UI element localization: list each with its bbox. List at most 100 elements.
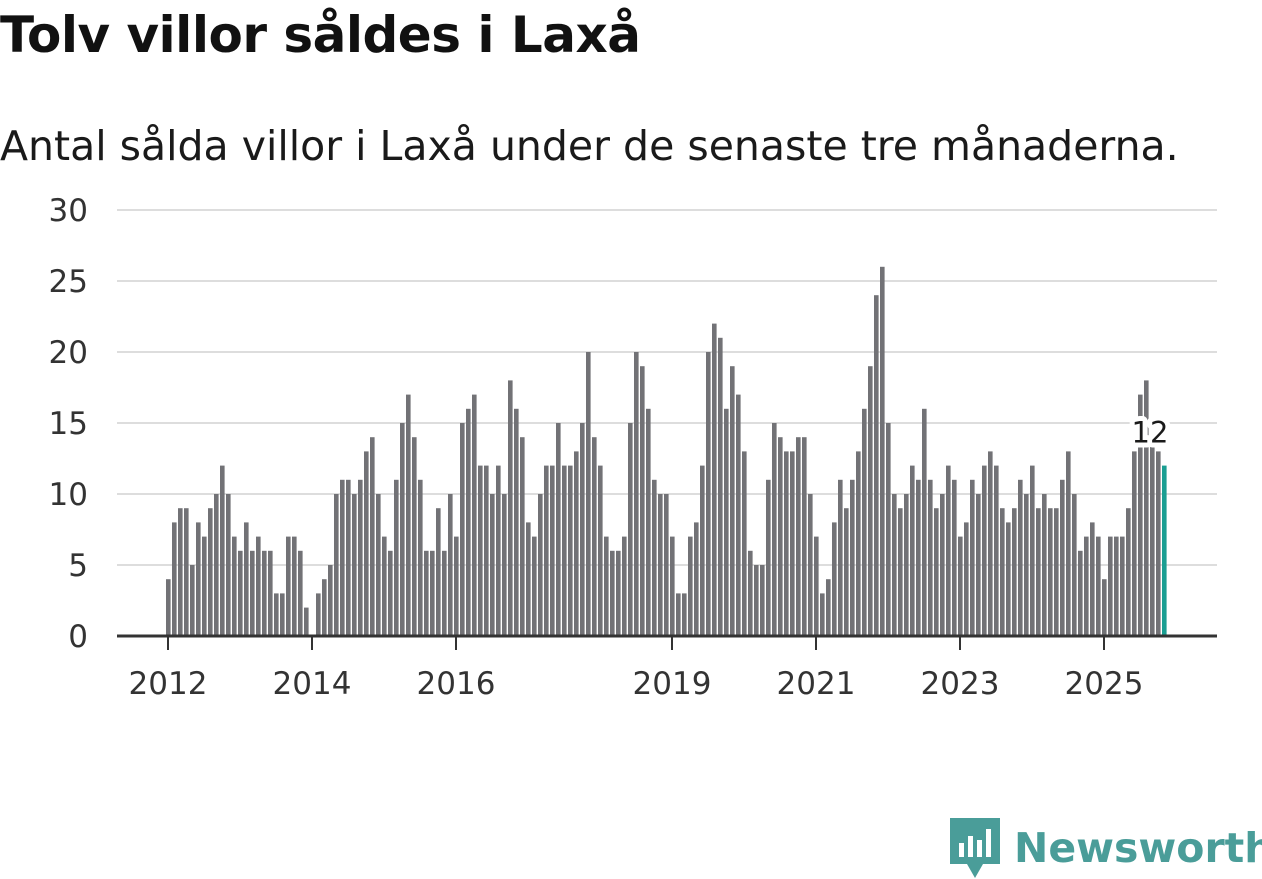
bar <box>742 451 747 636</box>
bar <box>406 394 411 636</box>
bar <box>688 536 693 636</box>
bar <box>322 579 327 636</box>
bar <box>262 550 267 636</box>
bar <box>892 494 897 636</box>
x-tick-label: 2016 <box>417 666 496 702</box>
bar <box>202 536 207 636</box>
newsworthy-logo-icon <box>950 818 1000 878</box>
bar <box>166 579 171 636</box>
bar <box>1000 508 1005 636</box>
bar <box>250 550 255 636</box>
bar <box>286 536 291 636</box>
bar <box>958 536 963 636</box>
bar <box>226 494 231 636</box>
bar <box>1048 508 1053 636</box>
bar <box>550 465 555 636</box>
bar <box>712 323 717 636</box>
bar <box>196 522 201 636</box>
bar <box>424 550 429 636</box>
bar <box>928 479 933 636</box>
bar <box>922 408 927 636</box>
bar <box>1066 451 1071 636</box>
bar <box>940 494 945 636</box>
x-tick-label: 2023 <box>921 666 1000 702</box>
bar <box>538 494 543 636</box>
y-tick-label: 5 <box>68 548 88 584</box>
y-tick-label: 20 <box>49 335 88 371</box>
bar <box>208 508 213 636</box>
bar <box>220 465 225 636</box>
bar <box>478 465 483 636</box>
y-tick-label: 15 <box>49 406 88 442</box>
bar <box>400 423 405 636</box>
bars <box>166 266 1167 636</box>
value-label: 12 <box>1132 416 1169 450</box>
bar <box>760 565 765 636</box>
bar <box>604 536 609 636</box>
bar <box>514 408 519 636</box>
bar <box>1036 508 1041 636</box>
bar <box>790 451 795 636</box>
bar <box>382 536 387 636</box>
bar <box>370 437 375 636</box>
bar <box>1042 494 1047 636</box>
newsworthy-logo[interactable]: Newsworthy <box>950 818 1262 878</box>
bar <box>280 593 285 636</box>
bar <box>574 451 579 636</box>
bar <box>334 494 339 636</box>
y-tick-label: 0 <box>68 619 88 655</box>
bar <box>772 423 777 636</box>
bar <box>238 550 243 636</box>
bar <box>904 494 909 636</box>
bar <box>850 479 855 636</box>
bar <box>190 565 195 636</box>
bar <box>814 536 819 636</box>
bar <box>268 550 273 636</box>
bar <box>1132 451 1137 636</box>
bar <box>364 451 369 636</box>
bar <box>706 352 711 636</box>
bar <box>868 366 873 636</box>
bar <box>610 550 615 636</box>
bar <box>628 423 633 636</box>
bar <box>1138 394 1143 636</box>
bar <box>1156 451 1161 636</box>
x-tick-label: 2019 <box>633 666 712 702</box>
bar <box>748 550 753 636</box>
bar <box>952 479 957 636</box>
bar <box>880 266 885 636</box>
bar <box>328 565 333 636</box>
x-tick-label: 2025 <box>1065 666 1144 702</box>
bar <box>664 494 669 636</box>
bar <box>346 479 351 636</box>
bar <box>358 479 363 636</box>
bar <box>874 295 879 636</box>
bar <box>736 394 741 636</box>
y-axis-ticks: 0 5 10 15 20 25 30 <box>49 193 88 655</box>
bar <box>862 408 867 636</box>
bar <box>178 508 183 636</box>
bar <box>796 437 801 636</box>
bar <box>244 522 249 636</box>
bar <box>502 494 507 636</box>
bar <box>442 550 447 636</box>
bar <box>898 508 903 636</box>
bar <box>646 408 651 636</box>
bar <box>466 408 471 636</box>
bar <box>976 494 981 636</box>
bar <box>448 494 453 636</box>
bar <box>1030 465 1035 636</box>
bar <box>622 536 627 636</box>
bar <box>718 337 723 636</box>
bar <box>352 494 357 636</box>
bar <box>532 536 537 636</box>
bar <box>298 550 303 636</box>
bar <box>856 451 861 636</box>
bar <box>1018 479 1023 636</box>
bar <box>214 494 219 636</box>
bar <box>826 579 831 636</box>
bar <box>490 494 495 636</box>
x-tick-label: 2014 <box>273 666 352 702</box>
bar <box>526 522 531 636</box>
